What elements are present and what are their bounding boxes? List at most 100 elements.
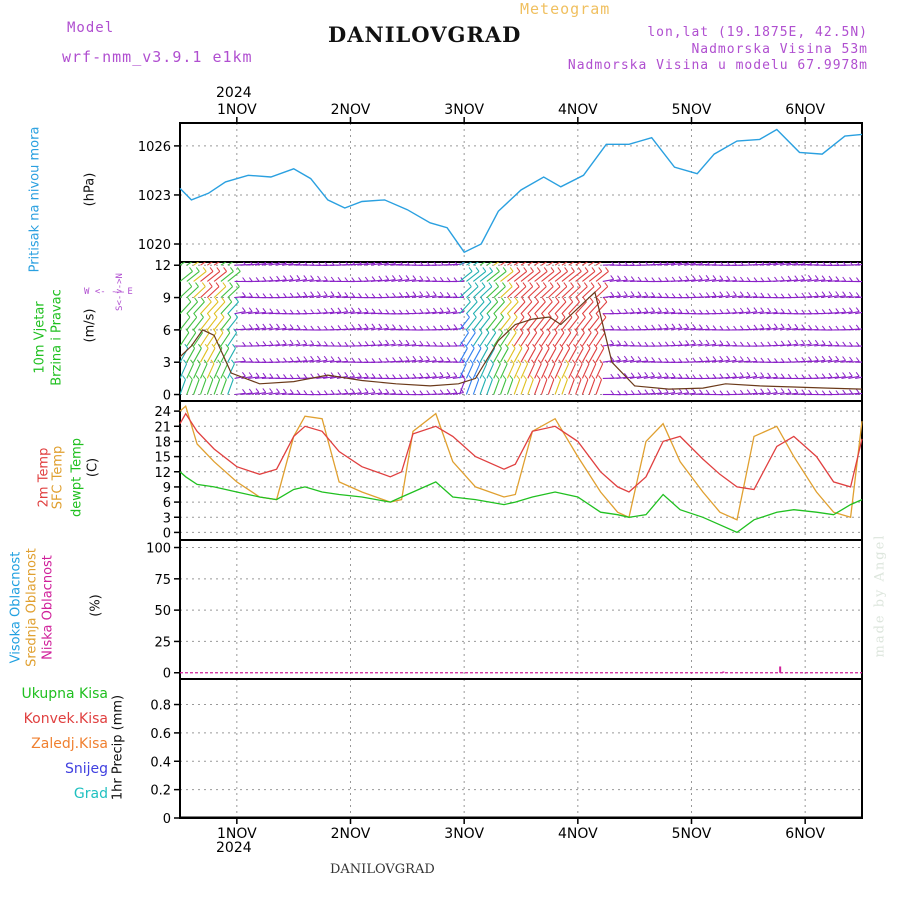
wind-barb-feather [644,325,649,330]
wind-barb [486,363,495,379]
wind-barb [506,301,519,315]
wind-barb [657,391,669,396]
wind-barb [595,363,604,379]
wind-barb-feather [665,357,669,363]
wind-barb-feather [624,372,628,378]
wind-barb [220,301,233,315]
wind-barb-feather [337,371,342,377]
wind-barb-feather [242,262,246,266]
wind-barb-feather [796,262,799,264]
wind-barb-feather [782,262,785,264]
wind-barb-feather [337,325,342,330]
wind-barb-feather [560,328,565,334]
wind-barb [275,327,287,331]
wind-barb-feather [665,292,669,298]
wind-barb-feather [529,282,534,287]
wind-barb [459,363,467,379]
wind-barb [275,392,287,396]
panel-frame [179,122,863,263]
wind-barb [282,278,294,282]
wind-barb [479,262,486,266]
wind-barb [295,359,307,363]
wind-barb-feather [610,339,615,345]
wind-barb [520,286,534,299]
wind-barb [520,379,528,395]
wind-barb-feather [746,307,751,313]
wind-barb [452,376,464,379]
wind-barb-feather [870,308,873,312]
y-tick-label: 6 [163,324,171,339]
wind-barb [418,359,430,363]
wind-barb-feather [746,356,751,362]
wind-barb [527,301,540,315]
wind-barb-feather [842,325,847,331]
wind-barb-feather [357,372,362,378]
wind-barb [206,262,214,266]
wind-barb [254,311,266,315]
wind-barb [664,391,676,396]
wind-barb [759,263,771,266]
wind-barb-feather [482,267,487,272]
wind-barb-feather [863,342,866,346]
wind-barb [316,279,328,282]
wind-barb [561,262,568,266]
panel-frame [179,400,863,541]
wind-barb-feather [344,371,349,377]
wind-barb [718,279,730,282]
wind-barb-feather [645,262,649,266]
wind-barb [493,316,505,331]
wind-barb-feather [624,340,628,346]
wind-barb-feather [606,252,609,256]
wind-barb-feather [226,328,231,334]
wind-barb [193,316,204,331]
wind-barb-feather [490,359,494,365]
wind-barb [807,278,819,282]
wind-barb [370,327,382,331]
wind-barb-feather [419,372,424,378]
wind-barb-feather [659,262,662,265]
footer-location: DANILOVGRAD [330,862,435,877]
wind-barb [336,295,348,299]
wind-barb-feather [238,252,241,256]
wind-barb-feather [202,267,207,272]
wind-barb [745,311,758,315]
wind-barb [834,295,846,299]
wind-barb-feather [215,282,220,287]
wind-barb-feather [753,307,758,312]
wind-barb [541,301,553,315]
wind-barb-feather [296,274,301,280]
wind-barb [800,263,812,266]
wind-barb-feather [712,275,717,280]
y-tick-label: 0 [163,812,171,827]
wind-barb-feather [373,262,376,264]
wind-barb [541,316,552,331]
wind-barb [527,379,534,395]
wind-barb-feather [767,323,771,329]
wind-barb-feather [385,323,390,329]
wind-barb-feather [692,339,696,345]
wind-barb-feather [283,309,287,314]
wind-barb [698,360,710,363]
wind-barb-feather [549,282,554,287]
wind-barb-feather [760,292,765,298]
wind-barb [575,262,582,266]
wind-barb-feather [378,388,383,394]
wind-barb [391,360,403,363]
y-tick-label: 12 [154,466,171,481]
wind-barb-feather [870,389,873,393]
wind-barb [425,359,437,363]
wind-barb-feather [617,355,621,361]
wind-barb [568,379,575,395]
wind-barb [513,286,527,299]
wind-barb-feather [726,262,731,266]
wind-barb [507,262,514,266]
wind-barb-feather [310,340,315,345]
wind-barb-feather [497,252,500,256]
wind-barb-feather [545,252,548,256]
panel-frame [179,539,863,680]
wind-barb-feather [699,356,703,362]
wind-barb [391,263,403,266]
wind-barb-feather [364,341,369,346]
wind-barb [459,286,472,299]
wind-barb-feather [685,323,690,329]
